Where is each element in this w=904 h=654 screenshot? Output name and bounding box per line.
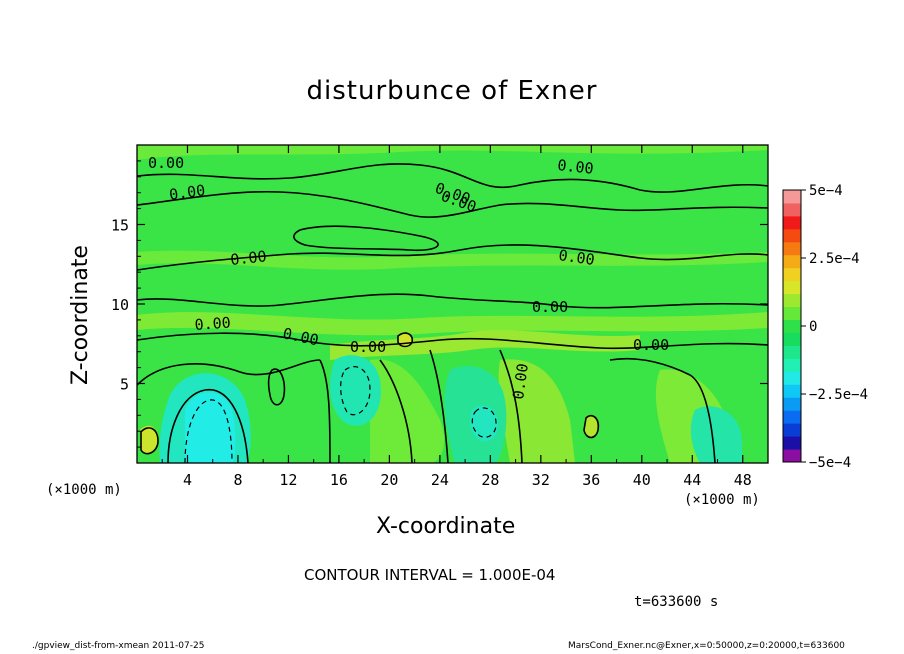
x-axis-label: X-coordinate [376,514,516,539]
y-axis-label: Z-coordinate [68,245,93,385]
contour-label: 0.00 [194,314,231,334]
contour-label: 0.00 [557,156,595,178]
negative-contour-line [340,366,371,416]
contour-line [137,293,768,309]
colorbar-swatch [783,202,801,217]
contour-line [167,389,249,463]
contour-labels: 0.00 0.00 0.00 0.00 0.00 0.00 0.00 0.00 0.00 0.00… [148,154,669,401]
x-tick-label: 24 [431,471,449,489]
contour-line [137,244,768,271]
colorbar-swatch [783,280,801,295]
time-stamp: t=633600 s [634,594,719,610]
footer-right: MarsCond_Exner.nc@Exner,x=0:50000,z=0:20… [568,641,845,651]
colorbar-swatch [783,449,801,463]
footer-left: ./gpview_dist-from-xmean 2011-07-25 [32,641,205,651]
colorbar-tick-label: 0 [809,319,817,335]
contour-line [293,225,439,252]
colorbar-swatch [783,241,801,256]
negative-contour-lines [184,366,497,463]
x-tick-label: 32 [532,471,550,489]
field-positive-region [584,415,599,438]
field-positive-region [330,330,640,360]
field-positive-region [137,312,768,336]
contour-line [140,427,159,455]
contour-label: 0.00 [557,246,595,269]
contour-line [379,359,413,463]
x-tick-label: 28 [481,471,499,489]
x-tick-label: 36 [582,471,600,489]
contour-label: 0.00 [350,338,386,356]
x-tick-label: 16 [330,471,348,489]
contour-label: 0.00 [230,247,268,269]
contour-label: 0.00 [532,298,568,316]
y-tick-label: 15 [111,217,129,235]
field-negative-region [185,392,236,463]
y-tick-label: 5 [120,376,129,394]
contour-line [609,357,716,463]
contour-line [267,368,286,406]
colorbar-tick-label: 5e−4 [809,183,843,199]
contour-label: 0.00 [148,154,184,172]
contour-line [319,359,331,463]
colorbar-swatch [783,319,801,333]
contour-line [137,163,768,193]
colorbar-swatch [783,190,801,204]
colorbar-swatch [783,397,801,411]
x-tick-label: 4 [183,471,192,489]
field-positive-region [498,359,575,463]
colorbar-swatch [783,358,801,372]
colorbar-swatch [783,371,801,385]
x-tick-label: 48 [734,471,752,489]
field-negative-region [470,405,499,442]
x-tick-label: 12 [279,471,297,489]
contour-line [499,349,523,463]
contour-line [137,359,321,386]
x-tick-label: 8 [233,471,242,489]
contour-label: 0.00 [509,362,532,400]
x-tick-label: 20 [380,471,398,489]
field-positive-region [137,250,768,270]
colorbar-tick-label: 2.5e−4 [809,251,860,267]
contour-lines [137,163,768,463]
colorbar-swatch [783,215,801,230]
contour-label: 0.00 [168,181,206,204]
colorbar-tick-label: −5e−4 [809,455,851,471]
x-unit-right: (×1000 m) [684,492,760,508]
colorbar-swatch [783,345,801,359]
field-positive-region [140,425,158,454]
negative-contour-line [184,399,233,463]
colorbar-swatch [783,436,801,450]
colorbar-swatch [783,384,801,398]
colorbar-swatch [783,306,801,321]
contour-line [137,190,768,218]
contour-fill [137,145,768,463]
y-tick-label: 10 [111,296,129,314]
x-tick-label: 44 [683,471,701,489]
x-tick-label: 40 [633,471,651,489]
contour-interval: CONTOUR INTERVAL = 1.000E-04 [304,566,556,584]
x-unit-left: (×1000 m) [46,482,122,498]
colorbar-swatch [783,228,801,243]
y-axis: 5 10 15 [111,160,768,448]
colorbar-tick-label: −2.5e−4 [809,387,868,403]
colorbar-swatch [783,254,801,269]
contour-line [429,349,449,463]
field-positive-region [137,145,768,160]
colorbar-swatch [783,332,801,346]
contour-line [583,414,600,439]
x-axis: 4 8 12 16 20 24 28 32 36 40 44 48 [161,145,752,489]
chart-title: disturbunce of Exner [306,76,598,106]
contour-label: 0.00 [633,336,669,354]
colorbar-swatch [783,267,801,282]
contour-line [137,332,768,350]
colorbar-swatch [783,293,801,308]
colorbar-swatch [783,410,801,424]
contour-line [397,332,414,348]
field-positive-region [370,359,445,463]
colorbar-swatch [783,423,801,437]
colorbar: 5e−4 2.5e−4 0 −2.5e−4 −5e−4 [782,183,868,471]
field-negative-region [690,406,742,463]
